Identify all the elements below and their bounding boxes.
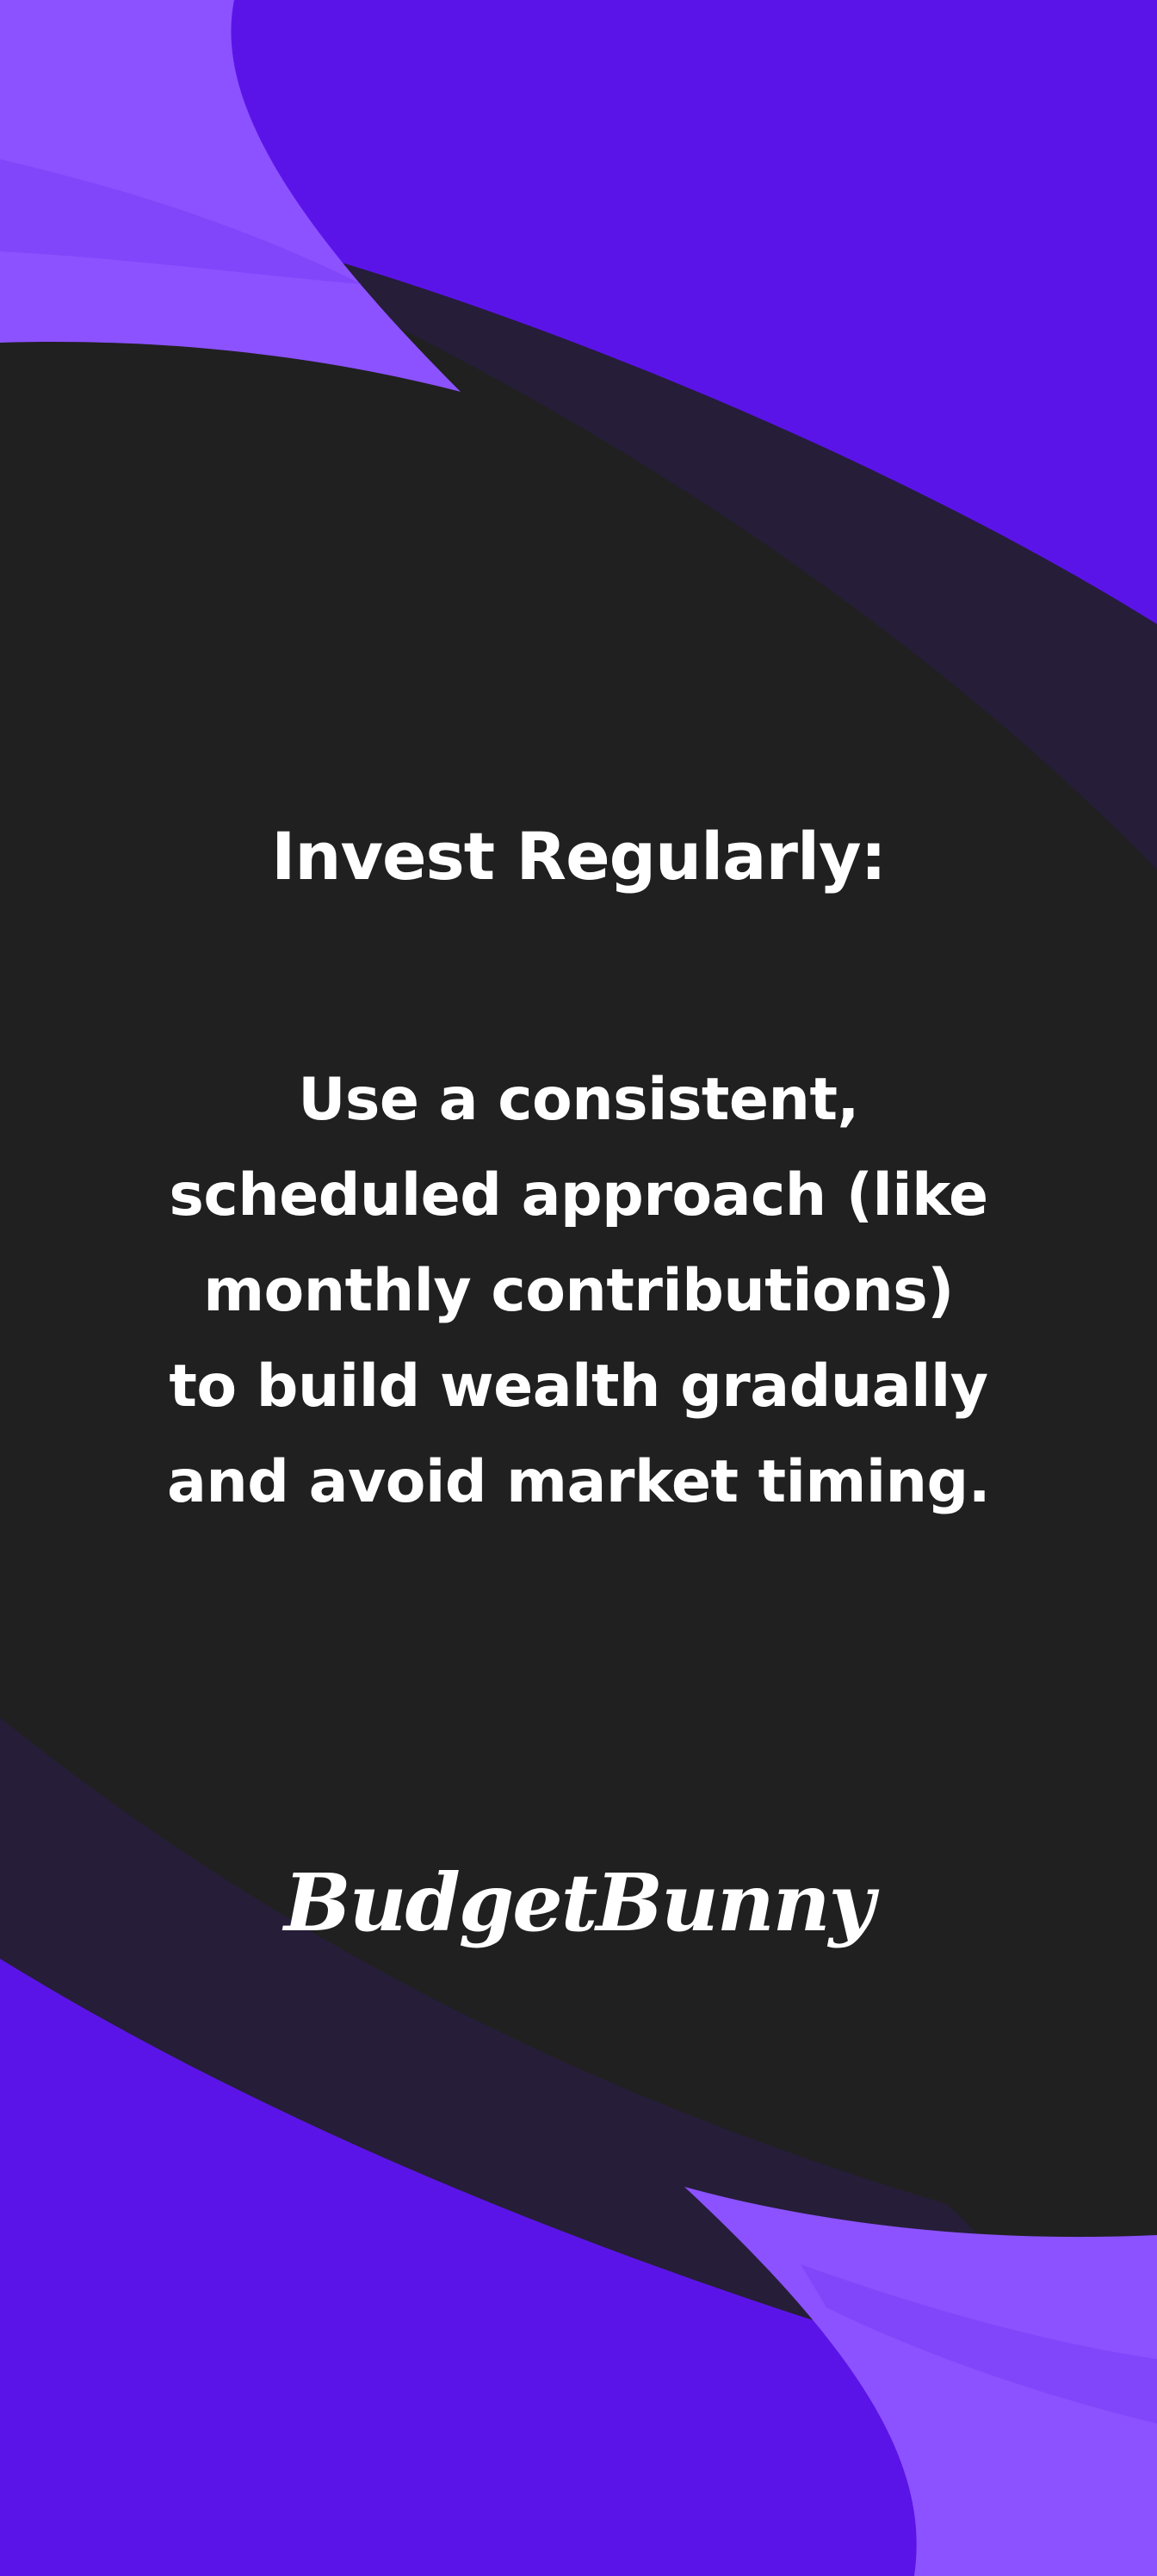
body-line: scheduled approach (like — [169, 1161, 988, 1229]
slide-heading: Invest Regularly: — [271, 818, 887, 895]
top-left-swoosh-shade — [0, 159, 362, 284]
body-line: and avoid market timing. — [166, 1448, 991, 1516]
top-left-swoosh — [0, 0, 461, 392]
bottom-right-swoosh — [684, 2187, 1157, 2576]
body-line: monthly contributions) — [203, 1257, 954, 1325]
bottom-right-swoosh-shade — [801, 2264, 1157, 2424]
slide-body: Use a consistent, scheduled approach (li… — [129, 1052, 1028, 1530]
body-line: Use a consistent, — [298, 1066, 859, 1134]
brand-logo-text: BudgetBunny — [283, 1856, 875, 1949]
bottom-purple-wave — [0, 1959, 923, 2576]
body-line: to build wealth gradually — [169, 1353, 988, 1421]
top-purple-wave — [220, 0, 1157, 624]
